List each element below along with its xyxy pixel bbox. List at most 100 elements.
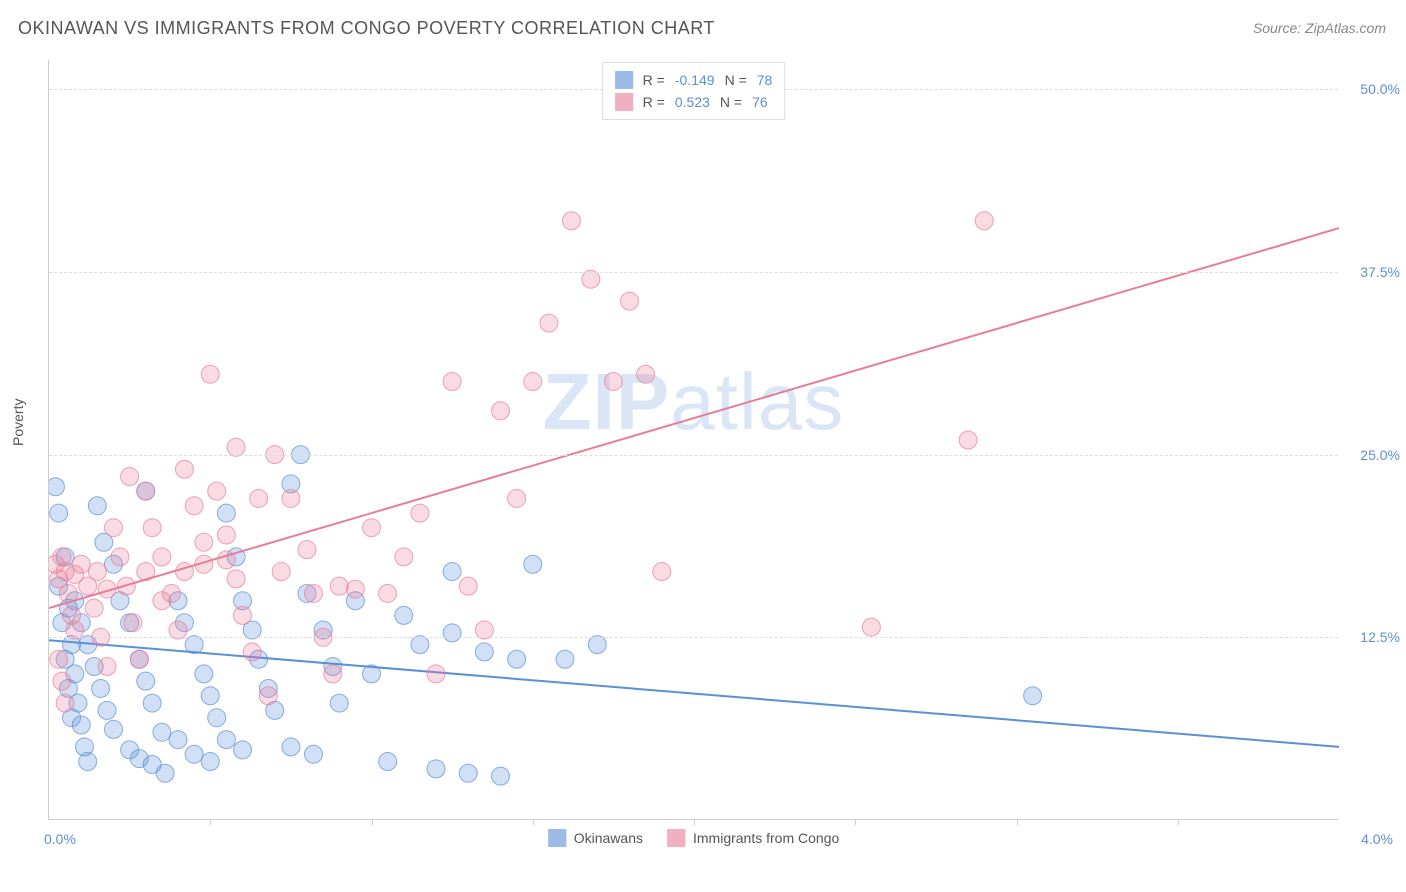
scatter-svg bbox=[49, 60, 1339, 820]
x-axis-min-label: 0.0% bbox=[44, 831, 76, 847]
data-point bbox=[524, 373, 542, 391]
data-point bbox=[130, 650, 148, 668]
r-value-1: -0.149 bbox=[675, 72, 715, 88]
data-point bbox=[443, 373, 461, 391]
legend-item-2: Immigrants from Congo bbox=[667, 829, 839, 847]
y-tick-label: 12.5% bbox=[1345, 629, 1400, 645]
legend-row-1: R = -0.149 N = 78 bbox=[615, 69, 773, 91]
data-point bbox=[227, 570, 245, 588]
data-point bbox=[169, 731, 187, 749]
data-point bbox=[508, 489, 526, 507]
data-point bbox=[217, 504, 235, 522]
swatch-series-2 bbox=[615, 93, 633, 111]
data-point bbox=[201, 753, 219, 771]
series-legend: Okinawans Immigrants from Congo bbox=[548, 829, 840, 847]
data-point bbox=[395, 548, 413, 566]
x-axis-max-label: 4.0% bbox=[1361, 831, 1393, 847]
data-point bbox=[427, 760, 445, 778]
swatch-series-1 bbox=[615, 71, 633, 89]
data-point bbox=[443, 563, 461, 581]
data-point bbox=[508, 650, 526, 668]
data-point bbox=[975, 212, 993, 230]
data-point bbox=[588, 636, 606, 654]
trend-line bbox=[49, 640, 1339, 747]
legend-label-1: Okinawans bbox=[574, 830, 643, 846]
data-point bbox=[282, 489, 300, 507]
data-point bbox=[79, 753, 97, 771]
data-point bbox=[862, 618, 880, 636]
data-point bbox=[111, 548, 129, 566]
data-point bbox=[49, 478, 64, 496]
data-point bbox=[1024, 687, 1042, 705]
x-tick bbox=[1017, 819, 1018, 825]
data-point bbox=[153, 723, 171, 741]
source-credit: Source: ZipAtlas.com bbox=[1253, 20, 1386, 36]
data-point bbox=[304, 584, 322, 602]
gridline bbox=[49, 272, 1338, 273]
data-point bbox=[88, 563, 106, 581]
data-point bbox=[56, 694, 74, 712]
data-point bbox=[411, 636, 429, 654]
data-point bbox=[604, 373, 622, 391]
data-point bbox=[475, 643, 493, 661]
data-point bbox=[175, 460, 193, 478]
r-label: R = bbox=[643, 94, 665, 110]
data-point bbox=[66, 565, 84, 583]
data-point bbox=[330, 694, 348, 712]
data-point bbox=[959, 431, 977, 449]
data-point bbox=[363, 519, 381, 537]
data-point bbox=[637, 365, 655, 383]
data-point bbox=[153, 592, 171, 610]
x-tick bbox=[855, 819, 856, 825]
n-label: N = bbox=[720, 94, 742, 110]
data-point bbox=[98, 701, 116, 719]
data-point bbox=[137, 482, 155, 500]
data-point bbox=[98, 658, 116, 676]
data-point bbox=[208, 482, 226, 500]
data-point bbox=[105, 519, 123, 537]
data-point bbox=[137, 672, 155, 690]
data-point bbox=[85, 599, 103, 617]
data-point bbox=[459, 764, 477, 782]
swatch-bottom-1 bbox=[548, 829, 566, 847]
gridline bbox=[49, 637, 1338, 638]
data-point bbox=[201, 687, 219, 705]
data-point bbox=[50, 504, 68, 522]
correlation-legend: R = -0.149 N = 78 R = 0.523 N = 76 bbox=[602, 62, 786, 120]
data-point bbox=[185, 745, 203, 763]
data-point bbox=[234, 741, 252, 759]
data-point bbox=[153, 548, 171, 566]
data-point bbox=[92, 679, 110, 697]
data-point bbox=[556, 650, 574, 668]
data-point bbox=[50, 650, 68, 668]
data-point bbox=[217, 526, 235, 544]
data-point bbox=[379, 753, 397, 771]
swatch-bottom-2 bbox=[667, 829, 685, 847]
plot-area: R = -0.149 N = 78 R = 0.523 N = 76 ZIPat… bbox=[48, 60, 1338, 820]
gridline bbox=[49, 455, 1338, 456]
data-point bbox=[379, 584, 397, 602]
x-tick bbox=[1178, 819, 1179, 825]
data-point bbox=[298, 541, 316, 559]
n-label: N = bbox=[725, 72, 747, 88]
data-point bbox=[653, 563, 671, 581]
data-point bbox=[143, 694, 161, 712]
r-label: R = bbox=[643, 72, 665, 88]
x-tick bbox=[694, 819, 695, 825]
data-point bbox=[411, 504, 429, 522]
data-point bbox=[459, 577, 477, 595]
legend-label-2: Immigrants from Congo bbox=[693, 830, 839, 846]
y-tick-label: 50.0% bbox=[1345, 81, 1400, 97]
data-point bbox=[282, 738, 300, 756]
data-point bbox=[175, 563, 193, 581]
y-tick-label: 37.5% bbox=[1345, 264, 1400, 280]
data-point bbox=[234, 606, 252, 624]
data-point bbox=[443, 624, 461, 642]
data-point bbox=[185, 497, 203, 515]
data-point bbox=[582, 270, 600, 288]
data-point bbox=[475, 621, 493, 639]
data-point bbox=[524, 555, 542, 573]
data-point bbox=[143, 519, 161, 537]
data-point bbox=[53, 672, 71, 690]
data-point bbox=[346, 580, 364, 598]
